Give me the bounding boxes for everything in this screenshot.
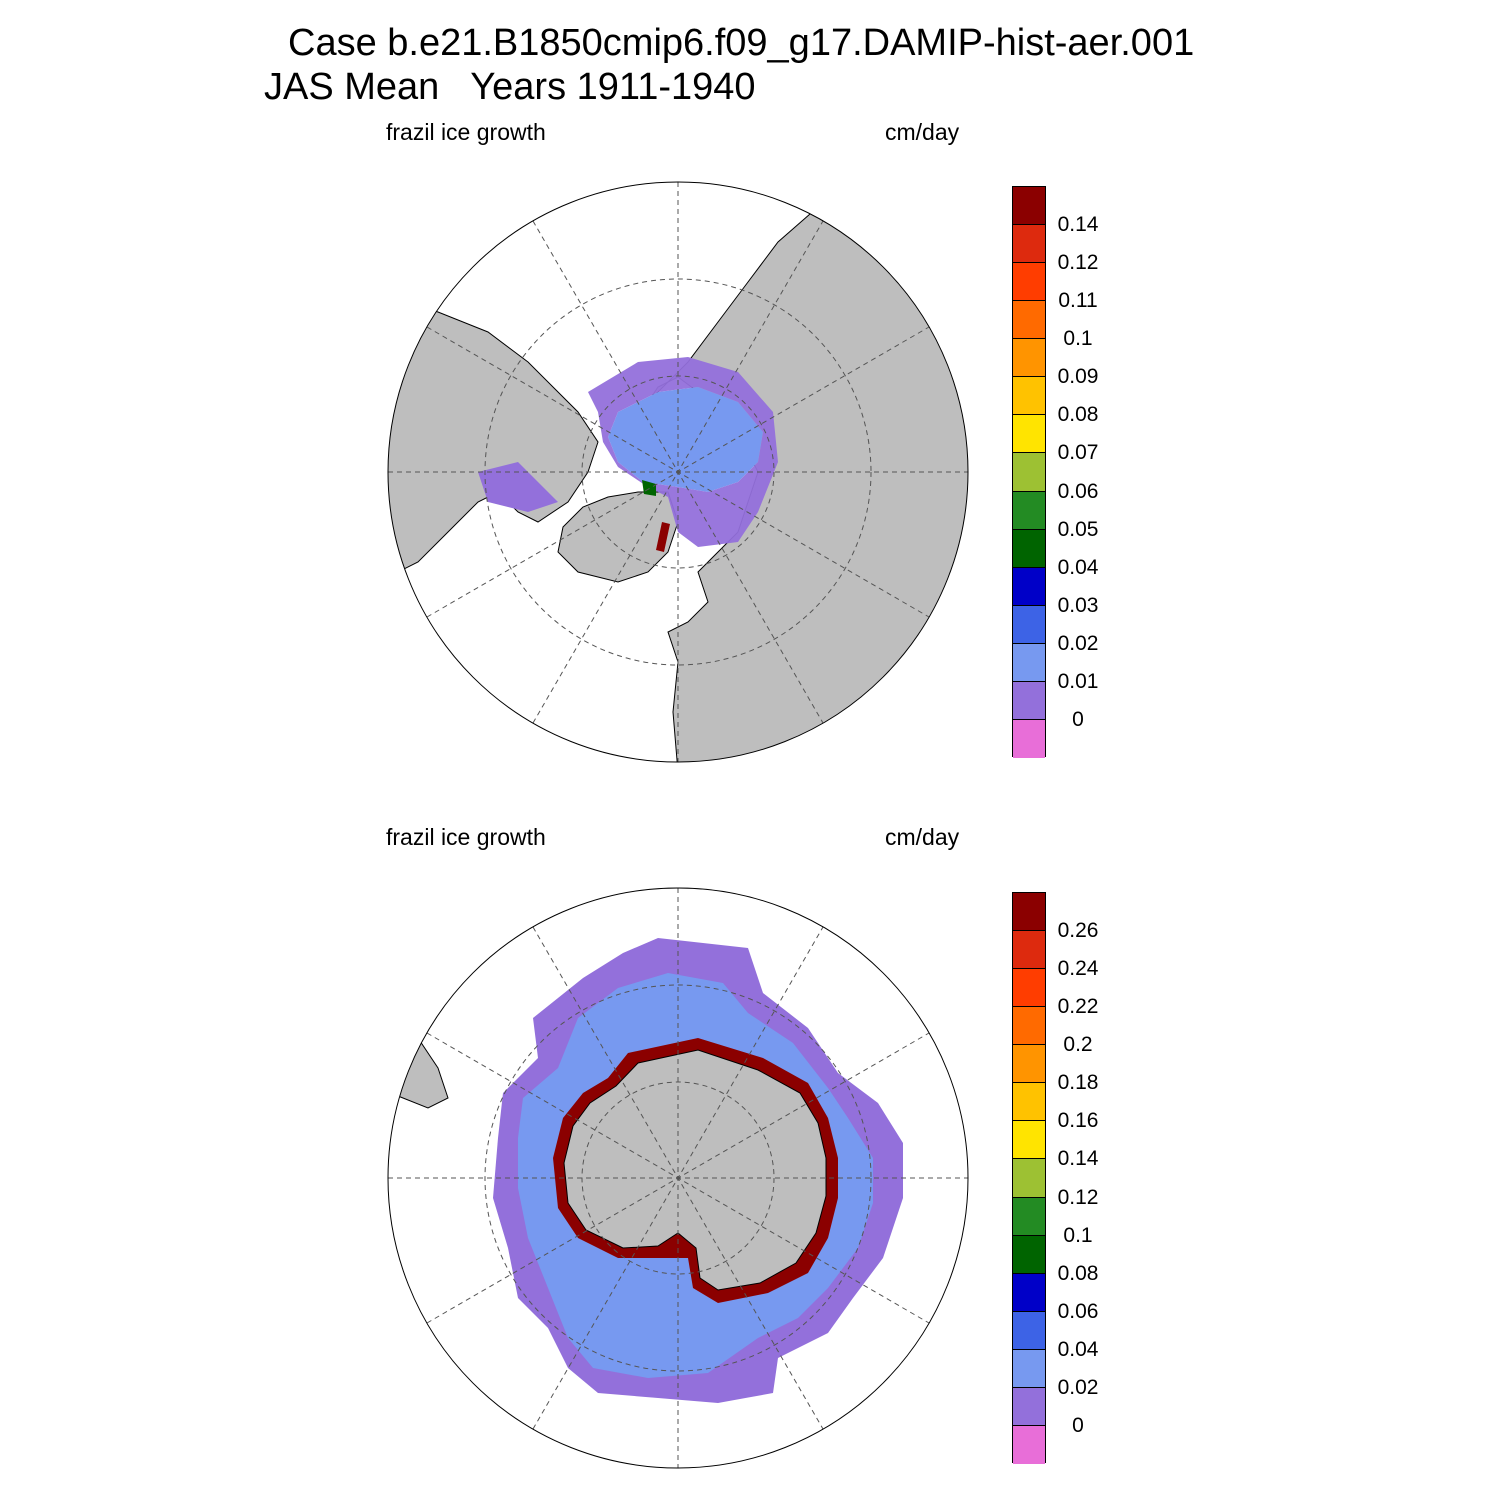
colorbar-tick-label: 0.22 <box>1057 995 1099 1019</box>
colorbar-swatch <box>1013 1425 1045 1464</box>
colorbar-tick-label: 0.04 <box>1057 1337 1099 1361</box>
colorbar-swatch <box>1013 1311 1045 1350</box>
colorbar-tick-label: 0.14 <box>1057 213 1099 237</box>
colorbar-swatch <box>1013 377 1045 416</box>
colorbar-swatch <box>1013 529 1045 568</box>
north-ice-greenland-strip <box>656 522 670 552</box>
north-ice-greenland-strip-green <box>642 480 656 496</box>
colorbar-swatch <box>1013 1121 1045 1160</box>
colorbar-tick-label: 0.24 <box>1057 957 1099 981</box>
colorbar-swatch <box>1013 1273 1045 1312</box>
north-variable-label: frazil ice growth <box>386 119 546 145</box>
colorbar-tick-label: 0.06 <box>1057 1299 1099 1323</box>
colorbar-tick-label: 0.14 <box>1057 1147 1099 1171</box>
colorbar-tick-label: 0.12 <box>1057 251 1099 275</box>
colorbar-tick-label: 0.1 <box>1063 327 1093 351</box>
colorbar-swatch <box>1013 1045 1045 1084</box>
north-ice-marginal <box>588 357 778 547</box>
colorbar-tick-label: 0.11 <box>1058 289 1098 313</box>
colorbar-tick-label: 0.12 <box>1057 1185 1099 1209</box>
colorbar-tick-label: 0.05 <box>1057 517 1099 541</box>
south-colorbar <box>1012 892 1046 1464</box>
colorbar-swatch <box>1013 1197 1045 1236</box>
colorbar-tick-label: 0.18 <box>1057 1071 1099 1095</box>
colorbar-swatch <box>1013 1007 1045 1046</box>
colorbar-swatch <box>1013 263 1045 302</box>
colorbar-swatch <box>1013 931 1045 970</box>
south-land-antarctica <box>563 1049 827 1291</box>
colorbar-swatch <box>1013 225 1045 264</box>
colorbar-tick-label: 0 <box>1072 707 1084 731</box>
colorbar-swatch <box>1013 1159 1045 1198</box>
colorbar-tick-label: 0 <box>1072 1413 1084 1437</box>
colorbar-swatch <box>1013 1387 1045 1426</box>
south-graticule <box>388 888 968 1468</box>
title-period: JAS Mean Years 1911-1940 <box>264 66 756 108</box>
colorbar-tick-label: 0.08 <box>1057 1261 1099 1285</box>
north-map-border <box>387 181 969 763</box>
colorbar-tick-label: 0.02 <box>1057 1375 1099 1399</box>
north-colorbar <box>1012 186 1046 758</box>
colorbar-tick-label: 0.01 <box>1057 669 1099 693</box>
colorbar-tick-label: 0.04 <box>1057 555 1099 579</box>
colorbar-tick-label: 0.02 <box>1057 631 1099 655</box>
colorbar-swatch <box>1013 969 1045 1008</box>
colorbar-swatch <box>1013 453 1045 492</box>
south-units-label: cm/day <box>885 824 960 850</box>
colorbar-swatch <box>1013 491 1045 530</box>
north-units-label: cm/day <box>885 119 960 145</box>
colorbar-tick-label: 0.26 <box>1057 919 1099 943</box>
colorbar-swatch <box>1013 719 1045 758</box>
colorbar-swatch <box>1013 893 1045 932</box>
colorbar-swatch <box>1013 605 1045 644</box>
colorbar-tick-label: 0.07 <box>1057 441 1099 465</box>
title-case: Case b.e21.B1850cmip6.f09_g17.DAMIP-hist… <box>288 22 1195 64</box>
colorbar-swatch <box>1013 1235 1045 1274</box>
colorbar-swatch <box>1013 1349 1045 1388</box>
colorbar-swatch <box>1013 415 1045 454</box>
colorbar-swatch <box>1013 643 1045 682</box>
colorbar-tick-label: 0.03 <box>1057 593 1099 617</box>
colorbar-swatch <box>1013 567 1045 606</box>
colorbar-swatch <box>1013 301 1045 340</box>
colorbar-swatch <box>1013 1083 1045 1122</box>
colorbar-swatch <box>1013 187 1045 226</box>
north-polar-map <box>387 181 969 763</box>
north-ice-hudson <box>478 462 558 512</box>
colorbar-tick-label: 0.1 <box>1063 1223 1093 1247</box>
colorbar-tick-label: 0.06 <box>1057 479 1099 503</box>
south-map-border <box>387 887 969 1469</box>
north-graticule <box>388 182 968 762</box>
colorbar-swatch <box>1013 339 1045 378</box>
colorbar-tick-label: 0.2 <box>1063 1033 1093 1057</box>
colorbar-tick-label: 0.09 <box>1057 365 1099 389</box>
north-ice-central <box>608 387 763 492</box>
south-polar-map <box>387 887 969 1469</box>
south-variable-label: frazil ice growth <box>386 824 546 850</box>
colorbar-tick-label: 0.08 <box>1057 403 1099 427</box>
colorbar-swatch <box>1013 681 1045 720</box>
colorbar-tick-label: 0.16 <box>1057 1109 1099 1133</box>
